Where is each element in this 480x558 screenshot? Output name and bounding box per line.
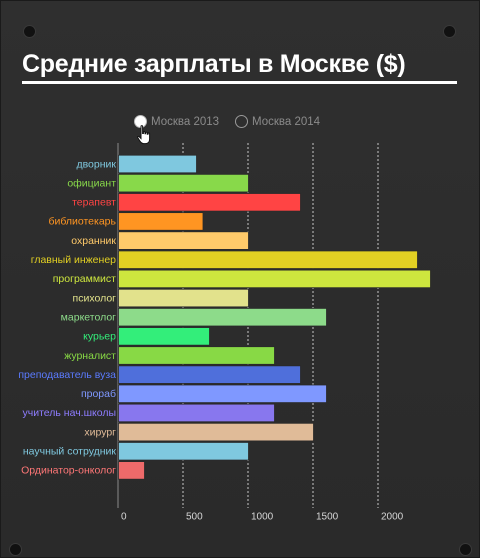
bar-11[interactable]	[118, 365, 301, 384]
pin-bottom-left	[10, 544, 21, 555]
pin-top-left	[24, 26, 35, 37]
bar-3[interactable]	[118, 212, 204, 231]
category-label: охранник	[71, 235, 116, 247]
bar-0[interactable]	[118, 154, 197, 174]
bar-7[interactable]	[118, 288, 249, 308]
bar-16[interactable]	[118, 461, 145, 480]
category-label: программист	[53, 273, 116, 285]
toggle-label-2013: Москва 2013	[151, 115, 220, 128]
category-label: маркетолог	[61, 311, 116, 323]
category-label: учитель нач.школы	[23, 407, 117, 419]
category-label: психолог	[73, 292, 117, 304]
bar-12[interactable]	[118, 384, 327, 404]
category-label: журналист	[64, 350, 116, 362]
bar-15[interactable]	[118, 442, 249, 461]
category-label: библиотекарь	[48, 216, 116, 228]
x-tick-label: 2000	[381, 512, 404, 523]
category-label-layer: дворник официант терапевт библиотекарь охран…	[18, 158, 116, 476]
toggle-label-2014: Москва 2014	[252, 115, 321, 128]
category-label: терапевт	[72, 197, 116, 209]
title-underline	[22, 81, 457, 84]
bar-4[interactable]	[118, 231, 249, 250]
bar-10[interactable]	[118, 346, 275, 365]
category-label: курьер	[83, 331, 116, 343]
x-tick-label: 0	[121, 512, 127, 523]
radio-moscow-2014[interactable]	[235, 115, 248, 128]
category-label: дворник	[76, 158, 116, 170]
bar-1[interactable]	[118, 173, 249, 193]
x-tick-label: 1000	[251, 512, 274, 523]
bar-6[interactable]	[118, 269, 431, 289]
chart-title: Средние зарплаты в Москве ($)	[22, 50, 406, 78]
bar-5[interactable]	[118, 250, 418, 269]
bar-2[interactable]	[118, 193, 301, 212]
pin-bottom-right	[460, 544, 471, 555]
bar-layer	[118, 154, 431, 480]
category-label: главный инженер	[31, 254, 116, 266]
hand-pointer-icon	[137, 125, 151, 145]
category-label: Ординатор-онколог	[21, 465, 116, 477]
x-tick-label: 1500	[316, 512, 339, 523]
x-tick-label: 500	[186, 512, 203, 523]
toggle-moscow-2013[interactable]: Москва 2013	[134, 115, 219, 128]
pin-top-right	[444, 26, 455, 37]
category-label: научный сотрудник	[23, 446, 117, 458]
category-label: хирург	[84, 426, 116, 438]
bar-8[interactable]	[118, 307, 327, 327]
bar-13[interactable]	[118, 403, 275, 423]
tick-label-layer: 0 500 1000 1500 2000	[121, 512, 404, 523]
bar-14[interactable]	[118, 422, 314, 442]
toggle-moscow-2014[interactable]: Москва 2014	[235, 115, 320, 128]
category-label: официант	[67, 177, 116, 189]
bar-9[interactable]	[118, 327, 210, 346]
category-label: прораб	[81, 388, 116, 400]
category-label: преподаватель вуза	[18, 369, 116, 381]
